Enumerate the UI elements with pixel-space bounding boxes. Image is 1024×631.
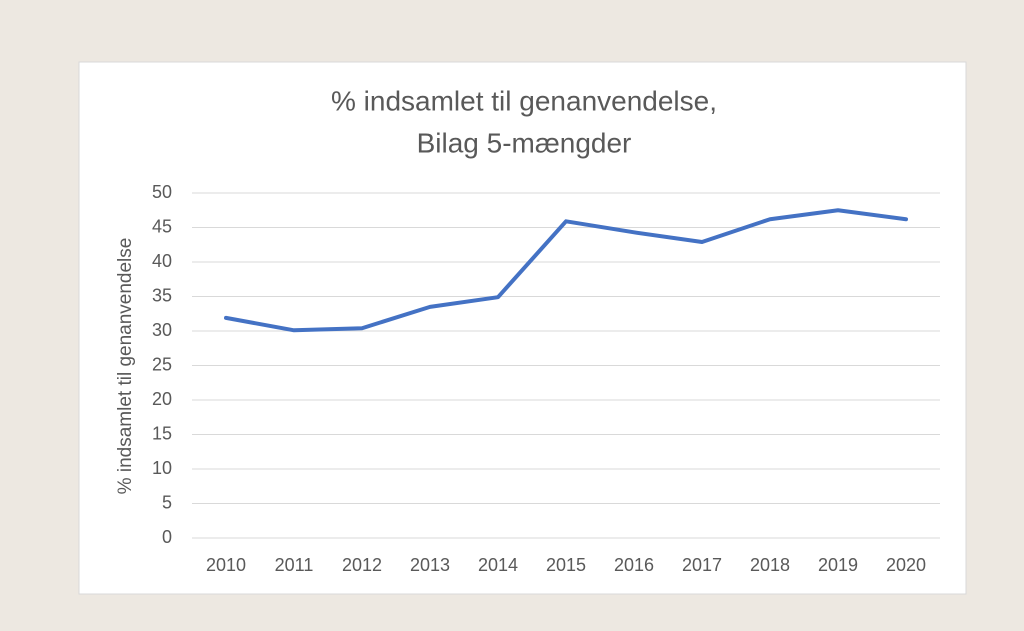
y-tick-label: 45 bbox=[152, 216, 172, 236]
y-tick-label: 35 bbox=[152, 285, 172, 305]
x-tick-label: 2012 bbox=[342, 555, 382, 575]
y-tick-label: 10 bbox=[152, 458, 172, 478]
y-tick-label: 15 bbox=[152, 423, 172, 443]
x-tick-label: 2019 bbox=[818, 555, 858, 575]
y-tick-label: 30 bbox=[152, 320, 172, 340]
chart-title: % indsamlet til genanvendelse, bbox=[331, 85, 717, 116]
x-tick-label: 2013 bbox=[410, 555, 450, 575]
x-tick-label: 2016 bbox=[614, 555, 654, 575]
x-tick-label: 2011 bbox=[275, 555, 314, 575]
chart-title: Bilag 5-mængder bbox=[417, 127, 632, 158]
y-tick-label: 25 bbox=[152, 354, 172, 374]
x-tick-label: 2014 bbox=[478, 555, 518, 575]
y-tick-label: 50 bbox=[152, 182, 172, 202]
data-line bbox=[224, 208, 908, 333]
y-axis-title: % indsamlet til genanvendelse bbox=[115, 238, 136, 495]
x-tick-label: 2017 bbox=[682, 555, 722, 575]
y-tick-label: 20 bbox=[152, 389, 172, 409]
x-tick-label: 2015 bbox=[546, 555, 586, 575]
x-tick-label: 2018 bbox=[750, 555, 790, 575]
y-tick-label: 0 bbox=[162, 527, 172, 547]
y-tick-label: 5 bbox=[162, 492, 172, 512]
x-tick-label: 2010 bbox=[206, 555, 246, 575]
y-tick-label: 40 bbox=[152, 251, 172, 271]
x-tick-label: 2020 bbox=[886, 555, 926, 575]
chart-area bbox=[78, 61, 967, 595]
